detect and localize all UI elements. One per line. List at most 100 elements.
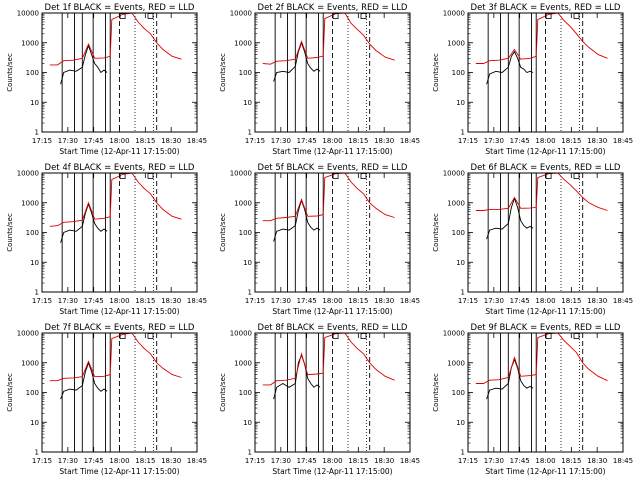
x-tick-label: 17:45	[510, 137, 530, 145]
y-tick-label: 1000	[234, 39, 252, 47]
chart-panel-8: Det 8f BLACK = Events, RED = LLD Counts/s…	[219, 323, 420, 476]
x-tick-label: 18:30	[161, 297, 181, 305]
interval-marker	[573, 333, 580, 339]
y-tick-label: 1000	[21, 39, 39, 47]
y-tick-label: 1	[35, 289, 39, 297]
y-tick-label: 100	[26, 229, 39, 237]
chart-panel-6: Det 6f BLACK = Events, RED = LLD Counts/s…	[432, 163, 633, 316]
events-series-line	[486, 358, 534, 400]
x-tick-label: 17:15	[458, 297, 478, 305]
x-tick-label: 17:45	[510, 297, 530, 305]
chart-panel-2: Det 2f BLACK = Events, RED = LLD Counts/s…	[219, 3, 420, 156]
plot-frame	[467, 12, 624, 133]
x-axis-label: Start Time (12-Apr-11 17:15:00)	[272, 147, 392, 156]
y-tick-label: 10000	[17, 170, 39, 178]
x-tick-label: 17:15	[32, 457, 52, 465]
y-tick-label: 1	[461, 289, 465, 297]
chart-title: Det 9f BLACK = Events, RED = LLD	[471, 323, 621, 333]
y-tick-label: 10000	[443, 10, 465, 18]
x-tick-label: 18:30	[374, 137, 394, 145]
x-tick-label: 18:30	[161, 457, 181, 465]
y-tick-label: 1000	[234, 359, 252, 367]
y-tick-label: 10	[30, 419, 39, 427]
chart-panel-4: Det 4f BLACK = Events, RED = LLD Counts/s…	[6, 163, 207, 316]
lld-series-line	[475, 172, 608, 211]
chart-title: Det 8f BLACK = Events, RED = LLD	[258, 323, 408, 333]
events-series-line	[273, 41, 321, 82]
x-tick-label: 17:45	[297, 457, 317, 465]
interval-marker	[360, 13, 367, 19]
x-tick-label: 18:45	[613, 457, 633, 465]
y-tick-label: 1	[248, 129, 252, 137]
y-tick-label: 10000	[17, 10, 39, 18]
x-tick-label: 18:00	[322, 137, 342, 145]
y-axis-label: Counts/sec	[219, 53, 227, 92]
y-tick-label: 100	[26, 389, 39, 397]
interval-marker	[147, 173, 154, 179]
y-tick-label: 100	[452, 389, 465, 397]
chart-title: Det 3f BLACK = Events, RED = LLD	[471, 3, 621, 13]
x-tick-label: 17:30	[484, 457, 504, 465]
x-tick-label: 18:00	[322, 297, 342, 305]
x-axis-label: Start Time (12-Apr-11 17:15:00)	[59, 307, 179, 316]
x-axis-label: Start Time (12-Apr-11 17:15:00)	[485, 467, 605, 476]
events-series-line	[60, 202, 108, 243]
interval-marker	[147, 333, 154, 339]
y-tick-label: 10000	[230, 330, 252, 338]
x-tick-label: 18:15	[348, 137, 368, 145]
y-tick-label: 1000	[447, 39, 465, 47]
x-tick-label: 17:30	[58, 137, 78, 145]
x-tick-label: 18:45	[187, 297, 207, 305]
y-tick-label: 1000	[21, 359, 39, 367]
y-axis-label: Counts/sec	[219, 373, 227, 412]
plot-frame	[467, 332, 624, 453]
y-tick-label: 10	[456, 99, 465, 107]
y-tick-label: 1	[248, 449, 252, 457]
y-tick-label: 10	[456, 419, 465, 427]
x-tick-label: 18:00	[109, 457, 129, 465]
y-axis-label: Counts/sec	[6, 373, 14, 412]
y-tick-label: 1000	[234, 199, 252, 207]
y-tick-label: 100	[452, 229, 465, 237]
x-tick-label: 17:45	[84, 457, 104, 465]
x-tick-label: 18:15	[135, 137, 155, 145]
x-tick-label: 17:15	[458, 457, 478, 465]
x-tick-label: 17:45	[84, 297, 104, 305]
plot-frame	[41, 172, 198, 293]
chart-panel-7: Det 7f BLACK = Events, RED = LLD Counts/s…	[6, 323, 207, 476]
y-axis-label: Counts/sec	[6, 53, 14, 92]
x-tick-label: 18:00	[322, 457, 342, 465]
y-tick-label: 10000	[230, 10, 252, 18]
y-axis-label: Counts/sec	[432, 213, 440, 252]
y-tick-label: 10000	[443, 170, 465, 178]
x-tick-label: 18:30	[587, 137, 607, 145]
y-axis-label: Counts/sec	[432, 53, 440, 92]
x-tick-label: 17:15	[458, 137, 478, 145]
lld-series-line	[49, 332, 182, 382]
plot-frame	[254, 332, 411, 453]
chart-title: Det 5f BLACK = Events, RED = LLD	[258, 163, 408, 173]
x-tick-label: 18:30	[374, 297, 394, 305]
lld-series-line	[475, 332, 608, 384]
y-tick-label: 10	[243, 99, 252, 107]
y-tick-label: 1000	[447, 359, 465, 367]
plot-frame	[254, 172, 411, 293]
y-tick-label: 100	[239, 69, 252, 77]
x-tick-label: 17:15	[245, 457, 265, 465]
y-tick-label: 10000	[443, 330, 465, 338]
y-tick-label: 10	[30, 99, 39, 107]
x-tick-label: 18:15	[561, 137, 581, 145]
x-tick-label: 17:15	[245, 297, 265, 305]
x-axis-label: Start Time (12-Apr-11 17:15:00)	[485, 307, 605, 316]
lld-series-line	[49, 12, 182, 66]
y-tick-label: 10	[243, 419, 252, 427]
x-tick-label: 18:00	[535, 137, 555, 145]
x-axis-label: Start Time (12-Apr-11 17:15:00)	[272, 467, 392, 476]
y-tick-label: 10000	[17, 330, 39, 338]
x-tick-label: 18:00	[109, 137, 129, 145]
plot-frame	[41, 332, 198, 453]
lld-series-line	[262, 172, 395, 222]
x-tick-label: 17:45	[297, 297, 317, 305]
x-tick-label: 18:30	[161, 137, 181, 145]
